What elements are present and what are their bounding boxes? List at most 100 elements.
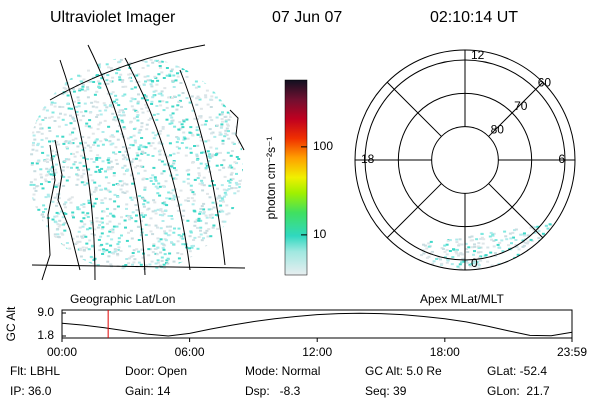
pixel	[129, 72, 133, 75]
pixel	[219, 133, 223, 136]
pixel	[53, 196, 57, 199]
pixel	[115, 225, 119, 228]
pixel	[227, 137, 231, 140]
pixel	[568, 257, 572, 260]
pixel	[109, 160, 113, 163]
pixel	[228, 164, 232, 167]
pixel	[492, 274, 495, 276]
pixel	[89, 146, 92, 149]
pixel	[60, 251, 64, 254]
pixel	[125, 207, 128, 210]
pixel	[105, 139, 108, 142]
pixel	[77, 230, 81, 233]
pixel	[179, 82, 183, 84]
pixel	[427, 242, 431, 245]
pixel	[57, 212, 61, 215]
pixel	[434, 271, 437, 273]
pixel	[166, 257, 170, 260]
pixel	[155, 118, 159, 121]
pixel	[110, 101, 114, 104]
pixel	[199, 219, 203, 222]
pixel	[101, 131, 105, 133]
pixel	[166, 262, 170, 265]
pixel	[112, 225, 116, 228]
pixel	[159, 92, 163, 95]
pixel	[55, 68, 59, 70]
pixel	[71, 142, 75, 145]
pixel	[99, 60, 103, 62]
pixel	[570, 268, 574, 270]
pixel	[150, 85, 154, 88]
pixel	[461, 271, 464, 273]
pixel	[206, 150, 210, 153]
pixel	[149, 144, 153, 147]
pixel	[55, 135, 59, 138]
pixel	[241, 100, 243, 102]
pixel	[523, 232, 526, 235]
pixel	[197, 66, 201, 69]
pixel	[536, 225, 540, 228]
pixel	[112, 215, 116, 218]
pixel	[51, 140, 55, 143]
pixel	[177, 227, 181, 230]
pixel	[209, 235, 213, 238]
pixel	[121, 191, 125, 194]
pixel	[234, 262, 238, 265]
pixel	[217, 253, 221, 256]
pixel	[539, 258, 543, 261]
pixel	[55, 76, 59, 79]
pixel	[236, 217, 240, 220]
pixel	[544, 251, 548, 254]
pixel	[210, 132, 213, 135]
pixel	[30, 197, 34, 200]
pixel	[112, 172, 116, 175]
mlt-spoke	[386, 81, 442, 137]
pixel	[76, 113, 80, 116]
pixel	[95, 217, 99, 220]
pixel	[158, 65, 162, 67]
pixel	[72, 216, 75, 219]
pixel	[577, 261, 580, 263]
pixel	[158, 185, 162, 188]
pixel	[56, 79, 60, 82]
pixel	[443, 244, 447, 247]
pixel	[431, 262, 435, 265]
pixel	[474, 265, 478, 268]
pixel	[575, 269, 578, 271]
pixel	[129, 229, 133, 232]
pixel	[231, 60, 234, 63]
pixel	[53, 92, 57, 95]
pixel	[531, 276, 534, 278]
pixel	[104, 187, 108, 190]
pixel	[35, 162, 39, 165]
pixel	[127, 73, 131, 76]
pixel	[84, 110, 88, 113]
pixel	[534, 275, 537, 277]
pixel	[80, 203, 84, 206]
pixel	[30, 85, 34, 88]
pixel	[28, 246, 32, 249]
pixel	[69, 60, 73, 63]
mlt-spoke	[386, 183, 442, 239]
pixel	[67, 158, 71, 161]
pixel	[88, 64, 92, 67]
pixel	[56, 233, 60, 236]
pixel	[36, 243, 40, 246]
pixel	[187, 64, 191, 67]
pixel	[47, 181, 51, 183]
pixel	[215, 147, 219, 150]
pixel	[80, 235, 84, 238]
pixel	[193, 220, 197, 223]
pixel	[441, 248, 445, 250]
pixel	[73, 161, 77, 163]
pixel	[458, 243, 461, 246]
pixel	[147, 119, 151, 121]
status-field: GLon: 21.7	[487, 384, 550, 398]
pixel	[161, 220, 165, 222]
pixel	[153, 209, 157, 212]
pixel	[177, 138, 180, 141]
pixel	[68, 262, 72, 265]
pixel	[566, 248, 569, 251]
pixel	[71, 116, 75, 119]
pixel	[97, 238, 101, 241]
